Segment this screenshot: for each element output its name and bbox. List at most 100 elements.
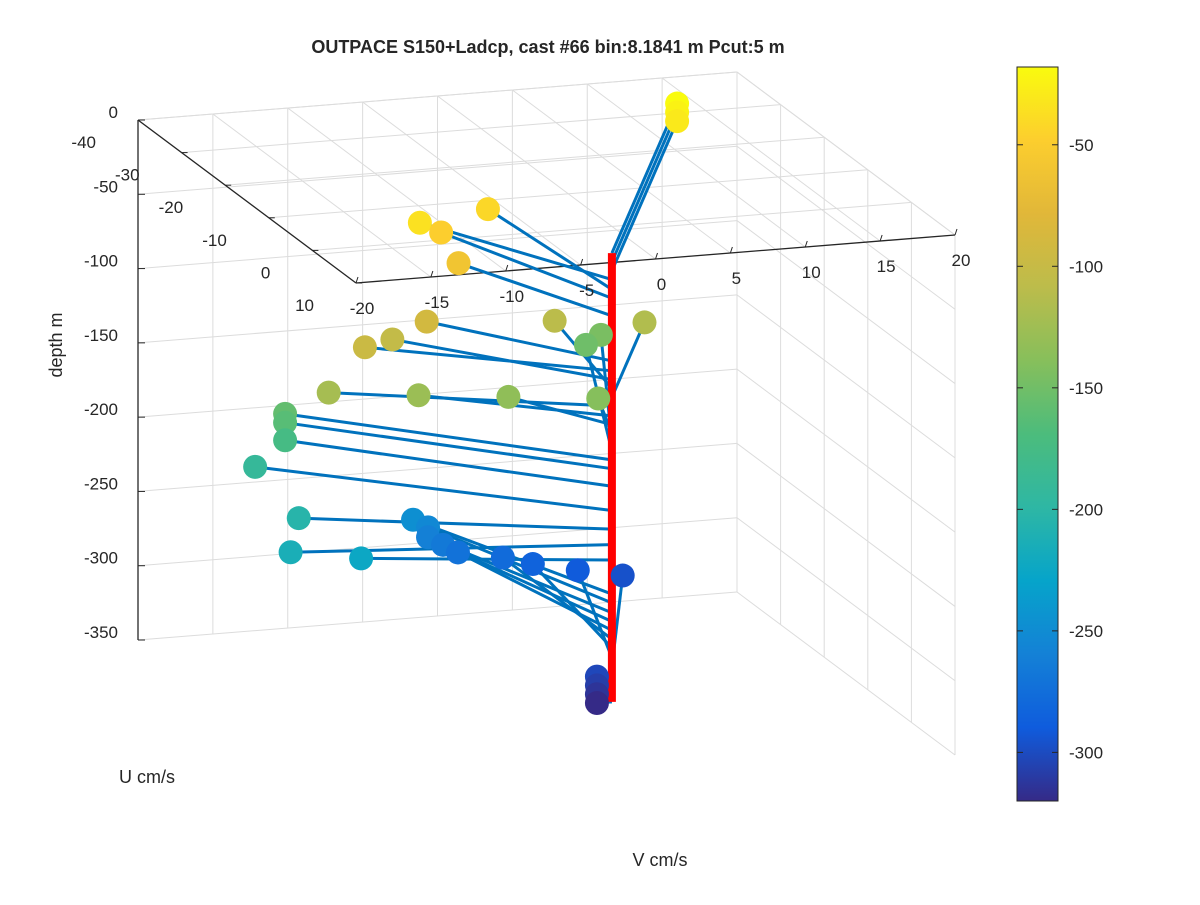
grid-line	[512, 89, 731, 254]
x-tick-mark	[505, 264, 509, 272]
data-point	[565, 558, 590, 583]
grid-line	[736, 71, 956, 236]
y-tick-label: -20	[159, 198, 184, 217]
velocity-stem	[427, 525, 613, 605]
grid-line	[225, 136, 825, 186]
data-point	[490, 545, 515, 570]
velocity-stem	[610, 321, 646, 398]
y-tick-label: -30	[115, 166, 140, 185]
colorbar-tick-label: -250	[1069, 622, 1103, 641]
data-point	[243, 454, 268, 479]
colorbar	[1016, 66, 1059, 802]
velocity-stem	[576, 569, 614, 659]
velocity-stem	[610, 120, 679, 272]
data-point	[352, 335, 377, 360]
x-tick-label: 10	[802, 263, 821, 282]
velocity-stem	[487, 207, 613, 291]
grid-line	[736, 368, 956, 533]
grid-line	[362, 101, 581, 266]
grid-line	[181, 104, 781, 154]
grid-line	[661, 77, 881, 242]
y-axis-line	[137, 119, 357, 284]
x-tick-label: 15	[877, 257, 896, 276]
grid-line	[137, 368, 738, 418]
velocity-stem	[531, 563, 613, 649]
velocity-stem	[392, 337, 613, 382]
z-tick-label: -350	[84, 623, 118, 642]
grid-line	[736, 443, 956, 607]
grid-layer	[137, 71, 956, 756]
data-point	[446, 251, 471, 276]
data-point	[349, 546, 374, 571]
data-point	[584, 691, 609, 716]
data-point	[273, 410, 298, 435]
velocity-stem	[364, 345, 613, 373]
velocity-stem	[440, 231, 613, 300]
colorbar-tick-label: -50	[1069, 136, 1094, 155]
z-tick-label: -50	[93, 177, 118, 196]
grid-line	[736, 517, 956, 682]
chart-title: OUTPACE S150+Ladcp, cast #66 bin:8.1841 …	[311, 37, 784, 57]
x-tick-mark	[879, 234, 883, 242]
data-point	[496, 384, 521, 409]
x-tick-mark	[804, 240, 808, 248]
data-point	[542, 308, 567, 333]
z-tick-label: 0	[109, 103, 118, 122]
data-point	[445, 540, 470, 565]
x-tick-label: -10	[499, 287, 524, 306]
velocity-stem	[458, 261, 613, 318]
grid-line	[736, 220, 956, 384]
z-axis-label: depth m	[46, 312, 66, 377]
grid-line	[137, 220, 738, 270]
x-tick-mark	[729, 246, 733, 254]
data-point	[286, 506, 311, 531]
data-point	[278, 540, 303, 565]
grid-line	[312, 201, 912, 251]
data-point	[429, 220, 454, 245]
colorbar-ticks: -50 -100 -150 -200 -250 -300	[1017, 136, 1103, 762]
z-tick-label: -100	[84, 252, 118, 271]
velocity-stem	[284, 421, 613, 471]
x-tick-label: 0	[657, 275, 666, 294]
y-tick-label: 10	[295, 296, 314, 315]
x-tick-label: -5	[579, 281, 594, 300]
data-point	[632, 310, 657, 335]
velocity-stem	[610, 111, 679, 263]
velocity-stem	[508, 395, 613, 427]
x-tick-mark	[580, 258, 584, 266]
grid-line	[736, 294, 956, 459]
y-tick-label: -40	[71, 133, 96, 152]
x-tick-label: 20	[952, 251, 971, 270]
x-tick-mark	[430, 270, 434, 278]
grid-line	[137, 442, 738, 492]
data-point	[407, 210, 432, 235]
grid-line	[137, 591, 738, 641]
x-tick-mark	[355, 276, 359, 284]
colorbar-tick-label: -100	[1069, 257, 1103, 276]
x-tick-mark	[954, 228, 958, 236]
data-point	[665, 109, 690, 134]
data-point	[573, 332, 598, 357]
grid-line	[287, 107, 507, 272]
z-tick-label: -250	[84, 474, 118, 493]
data-point	[316, 380, 341, 405]
grid-line	[212, 113, 432, 278]
velocity-stem	[284, 438, 613, 488]
data-point	[475, 197, 500, 222]
data-point	[586, 386, 611, 411]
velocity-stem	[284, 412, 613, 462]
velocity-stem	[361, 556, 612, 562]
x-tick-label: -20	[350, 299, 375, 318]
y-tick-label: -10	[202, 231, 227, 250]
x-tick-label: 5	[732, 269, 741, 288]
x-axis-label: V cm/s	[632, 850, 687, 870]
data-point	[520, 552, 545, 577]
x-tick-label: -15	[425, 293, 450, 312]
velocity-stem	[502, 556, 613, 641]
velocity-stem	[610, 102, 679, 254]
grid-line	[137, 145, 738, 195]
y-tick-label: 0	[261, 263, 270, 282]
grid-line	[736, 591, 956, 756]
